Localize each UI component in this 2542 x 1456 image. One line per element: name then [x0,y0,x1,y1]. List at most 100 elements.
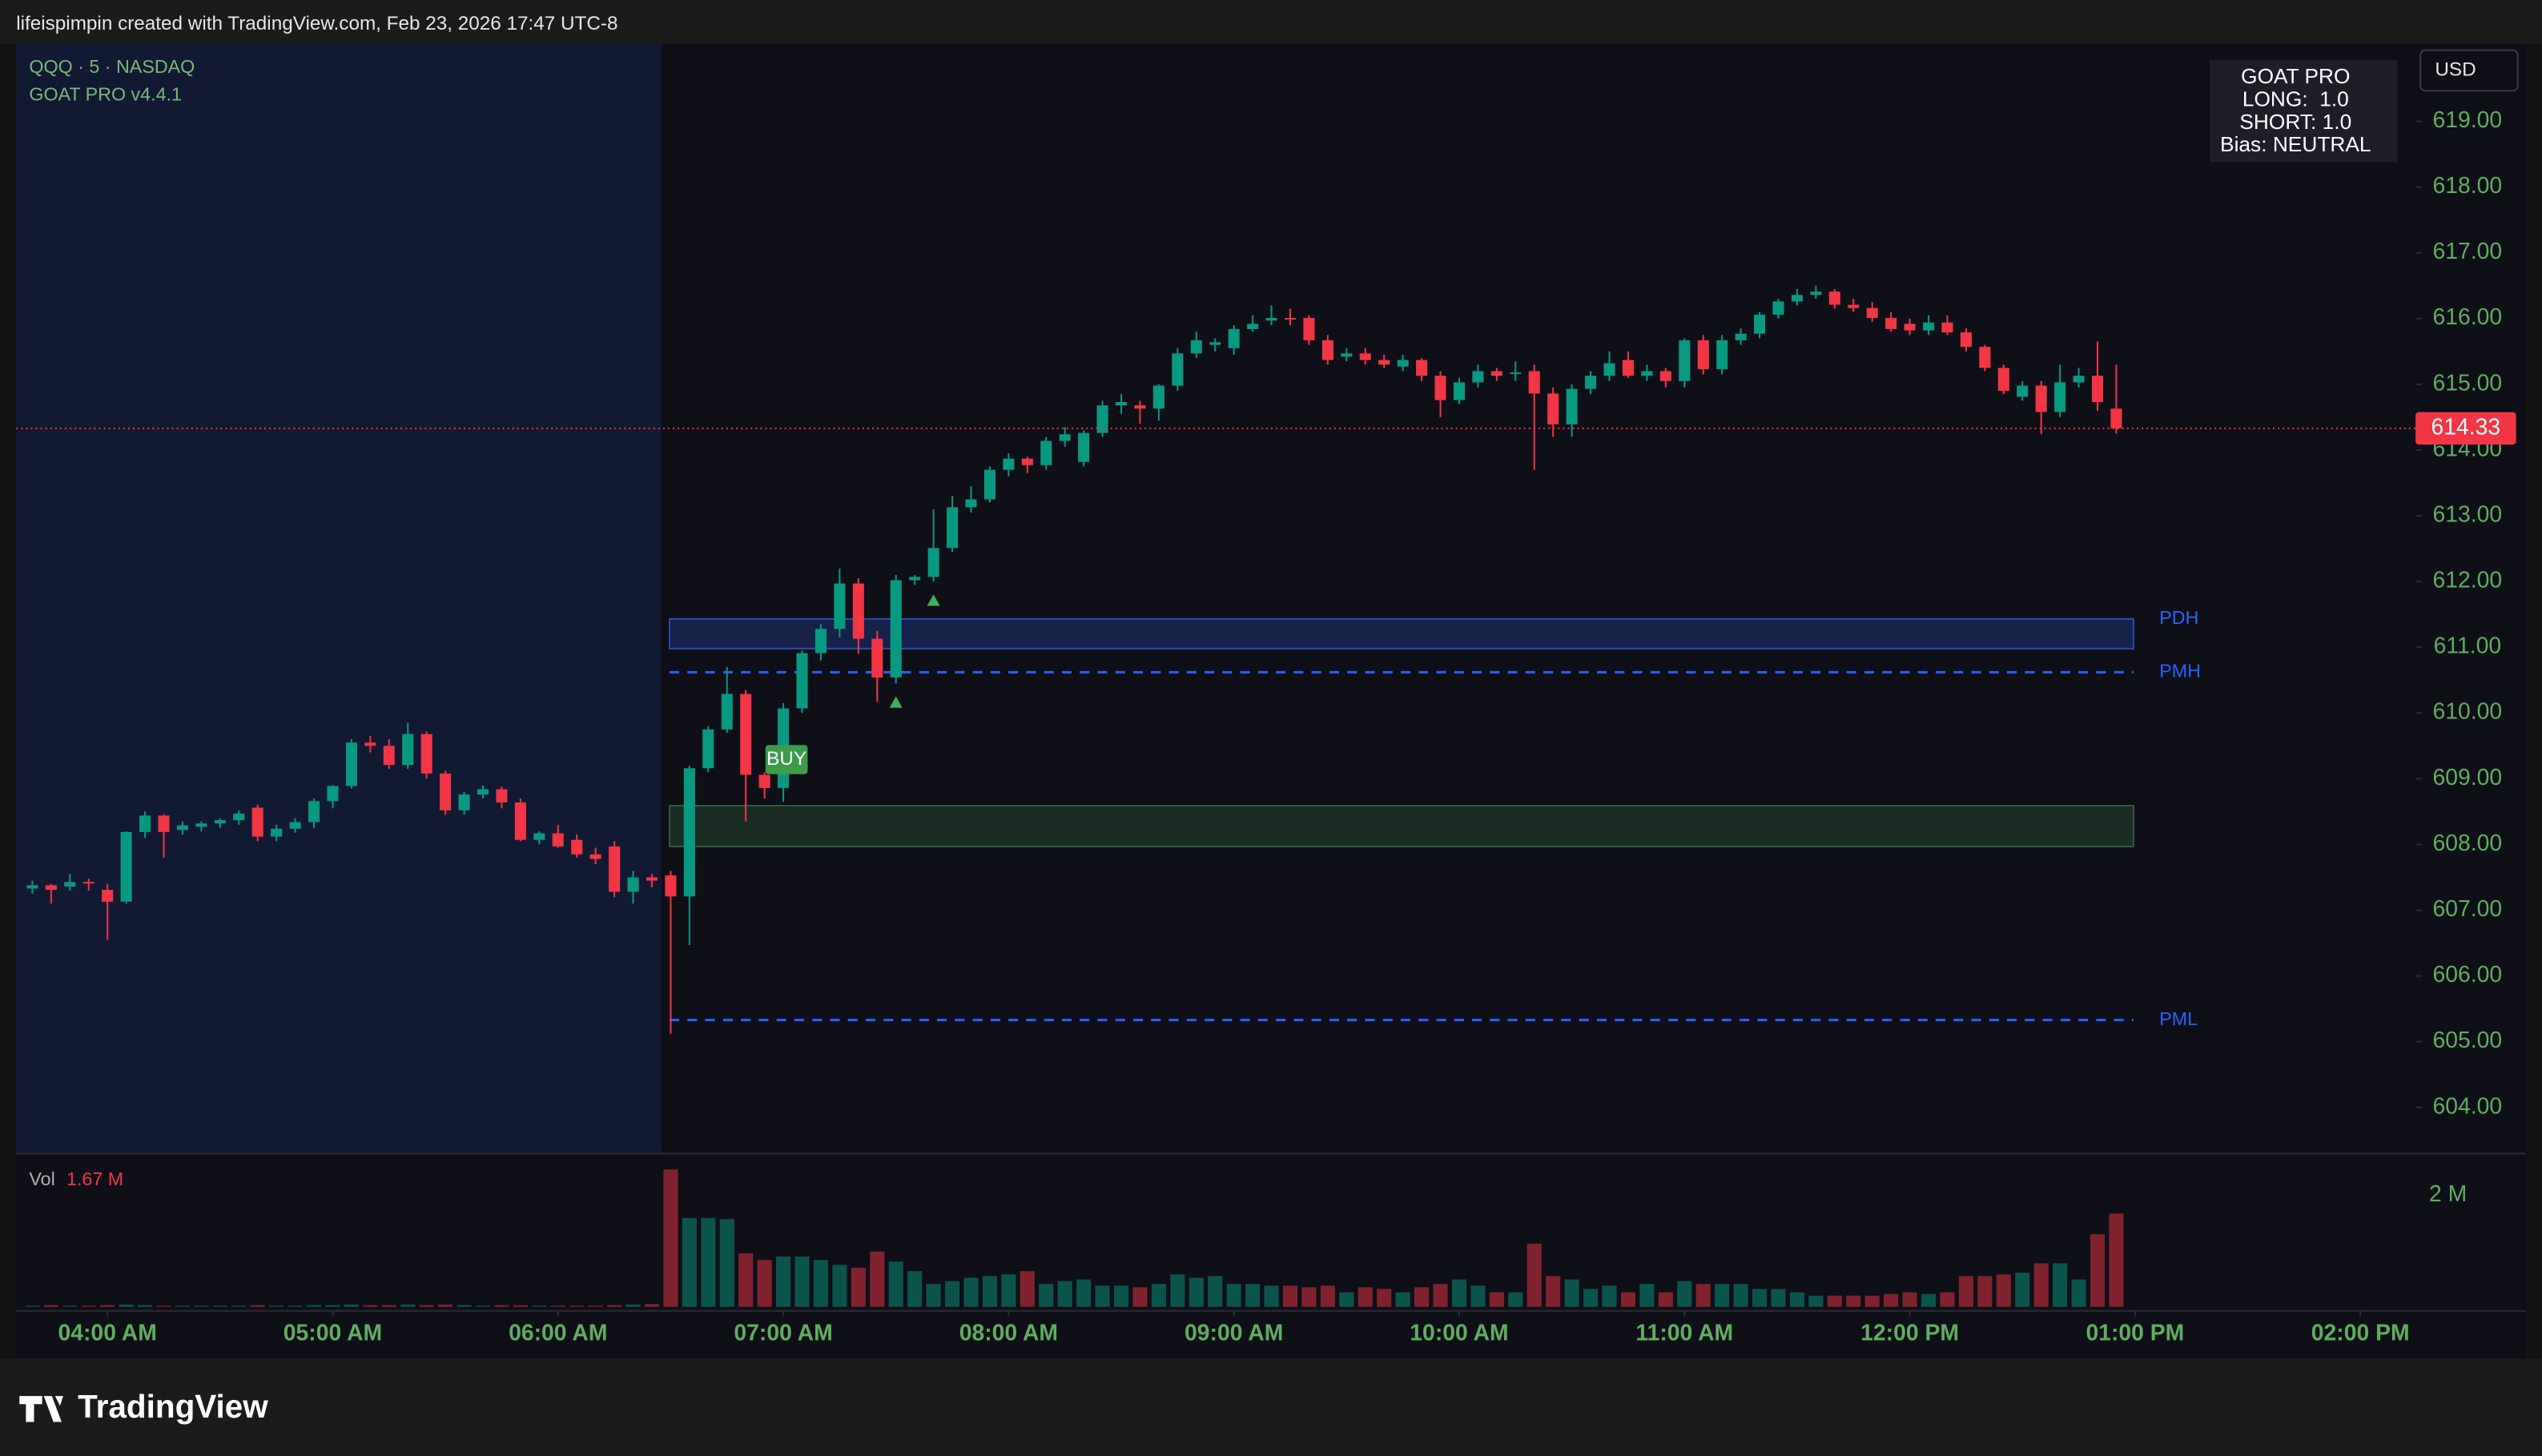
candle-body [1134,405,1146,409]
volume-bar [175,1305,190,1307]
candle-body [1303,317,1315,340]
candle-body [402,734,414,766]
candle-body [646,877,658,881]
candle-body [45,885,57,891]
volume-bar [982,1276,997,1307]
candle-body [64,882,76,887]
info-line: GOAT PRO [2241,64,2350,88]
volume-bar [569,1305,585,1307]
info-line: SHORT: 1.0 [2239,110,2351,134]
volume-bar [1958,1276,1973,1307]
x-tick-label: 02:00 PM [2311,1321,2410,1346]
x-tick-label: 08:00 AM [959,1321,1058,1346]
premarket-shade [16,43,662,1153]
volume-bar [1433,1284,1448,1307]
candle-body [1735,333,1747,340]
volume-bar [1902,1292,1917,1307]
volume-bar [231,1305,247,1307]
volume-bar [2109,1213,2124,1307]
signal-arrow [927,594,940,606]
candle-body [702,729,714,769]
candle-body [1754,314,1766,334]
candle-body [740,694,752,775]
candle-body [552,833,564,847]
candle-body [1247,324,1259,329]
volume-bar [363,1305,378,1307]
x-tick-label: 06:00 AM [509,1321,607,1346]
candle-body [1585,376,1597,389]
volume-bar [1470,1285,1486,1307]
volume-bar [907,1271,923,1307]
candle-body [1359,353,1371,360]
candle-body [233,813,245,821]
y-tick-label: 605.00 [2433,1028,2503,1053]
currency-label[interactable]: USD [2435,58,2476,80]
candle-body [1078,432,1090,462]
volume-bar [1658,1292,1673,1307]
candle-body [1922,322,1935,331]
logo-text: TradingView [78,1388,268,1425]
volume-bar [738,1253,754,1307]
candle-body [1697,340,1709,369]
volume-bar [719,1219,734,1307]
candle-body [721,694,733,730]
volume-bar [851,1267,866,1307]
candle-body [1566,388,1578,424]
volume-bar [475,1305,491,1307]
volume-bar [43,1305,58,1307]
volume-tick-label: 2 M [2429,1181,2467,1207]
volume-bar [1264,1285,1279,1307]
candle-body [158,815,170,832]
volume-bar [1884,1293,1899,1307]
level-label: PML [2159,1008,2198,1029]
volume-bar [1414,1287,1430,1307]
volume-bar [1733,1284,1748,1307]
candle-body [871,638,883,678]
last-price-label: 614.33 [2431,414,2501,440]
volume-bar [1151,1284,1166,1307]
candle-body [1490,371,1502,376]
volume-bar [1864,1295,1880,1307]
volume-bar [1339,1292,1354,1307]
volume-bar [1977,1276,1993,1307]
volume-bar [1076,1279,1092,1307]
y-tick-label: 617.00 [2433,239,2503,264]
candle-body [589,854,601,859]
last-price-badge [2415,412,2516,445]
volume-bar [1564,1279,1579,1307]
x-tick-label: 05:00 AM [284,1321,382,1346]
currency-button[interactable] [2419,49,2519,92]
candle-body [665,875,677,897]
candle-body [82,882,95,884]
volume-bar [344,1304,359,1307]
volume-bar [2071,1279,2086,1307]
x-tick-label: 11:00 AM [1635,1321,1733,1346]
plot: 604.00 605.00 606.00 607.00 608.00 609.00 610.… [16,107,2516,1346]
candle-body [1904,324,1916,331]
volume-bar [1377,1289,1392,1307]
volume-bar [269,1305,284,1307]
volume-bar [870,1251,885,1307]
zone [668,805,2134,847]
logo-icon [19,1396,63,1422]
volume-bar [1677,1281,1692,1307]
volume-bar [1170,1274,1185,1307]
volume-bar [663,1169,678,1307]
candle-body [1810,292,1822,296]
candle-body [289,822,301,829]
volume-bar [250,1305,265,1307]
x-tick-label: 01:00 PM [2085,1321,2184,1346]
volume-bar [1245,1284,1261,1307]
volume-bar [137,1305,153,1307]
volume-bar [1226,1284,1241,1307]
volume-bar [1020,1271,1035,1307]
volume-bar [438,1304,453,1307]
candle-body [1209,342,1221,345]
candle-body [1659,371,1671,381]
volume-bar [963,1277,979,1307]
volume-bar [194,1305,209,1307]
volume-bar [212,1305,227,1307]
volume-bar [1526,1243,1542,1307]
volume-bar [944,1281,960,1307]
volume-bar [1789,1292,1804,1307]
